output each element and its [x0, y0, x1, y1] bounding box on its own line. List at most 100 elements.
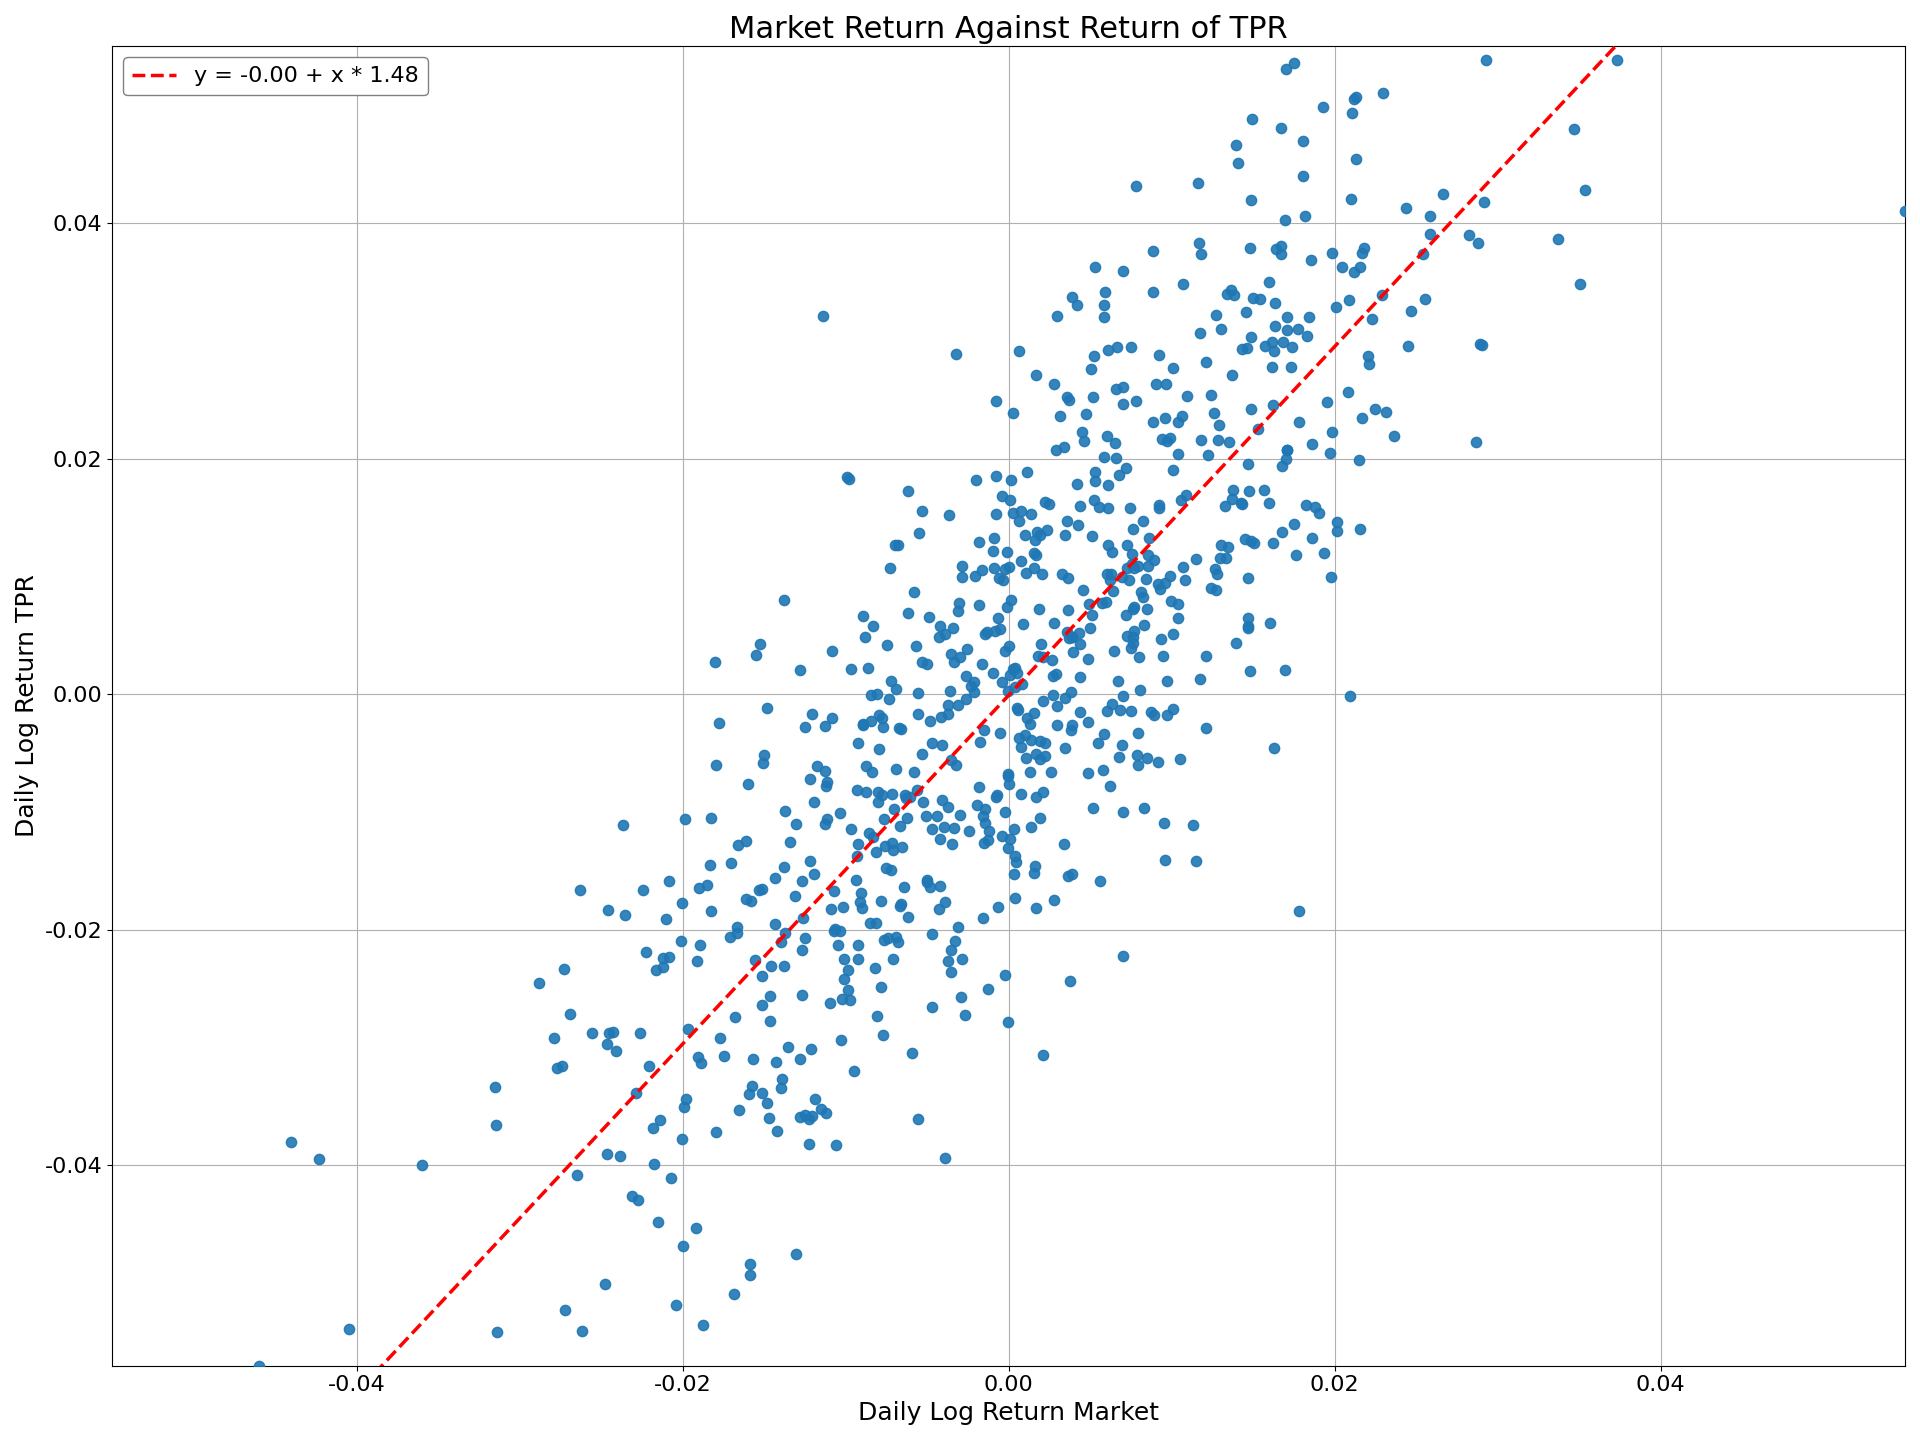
Point [816, 897, 847, 920]
Point [1043, 694, 1073, 717]
Point [755, 985, 785, 1008]
Point [1279, 513, 1309, 536]
Point [1110, 603, 1140, 626]
Point [541, 1057, 572, 1080]
Point [968, 805, 998, 828]
Point [995, 827, 1025, 850]
Point [1140, 373, 1171, 396]
Point [1181, 547, 1212, 570]
Point [1129, 796, 1160, 819]
Point [1052, 598, 1083, 621]
Point [1308, 95, 1338, 118]
Point [1029, 732, 1060, 755]
Point [1064, 665, 1094, 688]
Point [1023, 598, 1054, 621]
Point [785, 939, 816, 962]
Point [831, 465, 862, 488]
Point [1000, 675, 1031, 698]
Point [1020, 854, 1050, 877]
Point [1108, 945, 1139, 968]
Point [1127, 510, 1158, 533]
Point [899, 580, 929, 603]
Point [829, 968, 860, 991]
Point [1056, 681, 1087, 704]
Point [858, 615, 889, 638]
Point [1092, 534, 1123, 557]
Point [593, 899, 624, 922]
Point [958, 670, 989, 693]
Point [797, 1038, 828, 1061]
Point [987, 484, 1018, 507]
Point [877, 948, 908, 971]
Point [438, 1374, 468, 1397]
Point [996, 501, 1027, 524]
Point [1114, 569, 1144, 592]
Point [1004, 510, 1035, 533]
Point [1139, 549, 1169, 572]
Point [935, 642, 966, 665]
Point [964, 530, 995, 553]
Point [1052, 621, 1083, 644]
Point [1092, 338, 1123, 361]
Point [935, 680, 966, 703]
Point [1142, 573, 1173, 596]
Point [735, 1263, 766, 1286]
Point [883, 930, 914, 953]
Point [647, 956, 678, 979]
Point [645, 1109, 676, 1132]
Point [622, 1188, 653, 1211]
Point [864, 703, 895, 726]
Point [730, 887, 760, 910]
Point [995, 488, 1025, 511]
Point [925, 706, 956, 729]
Point [1354, 353, 1384, 376]
Point [1004, 727, 1035, 750]
Point [716, 851, 747, 874]
Point [1321, 520, 1352, 543]
Point [1148, 812, 1179, 835]
Point [1279, 52, 1309, 75]
Point [977, 661, 1008, 684]
Point [1219, 284, 1250, 307]
Point [1288, 164, 1319, 187]
Point [989, 639, 1020, 662]
Point [480, 1113, 511, 1136]
Point [1112, 625, 1142, 648]
Point [524, 972, 555, 995]
Point [1079, 344, 1110, 367]
Point [939, 816, 970, 840]
Point [1465, 333, 1496, 356]
Point [732, 772, 762, 795]
Point [1121, 743, 1152, 766]
Point [795, 850, 826, 873]
Point [854, 684, 885, 707]
Point [1192, 444, 1223, 467]
Point [925, 827, 956, 850]
Point [1025, 806, 1056, 829]
Point [866, 890, 897, 913]
Point [900, 634, 931, 657]
Point [927, 734, 958, 757]
Point [876, 782, 906, 805]
Point [1091, 281, 1121, 304]
Point [1037, 684, 1068, 707]
Point [695, 900, 726, 923]
Point [1039, 611, 1069, 634]
Point [1137, 700, 1167, 723]
Point [1340, 85, 1371, 108]
Point [1158, 356, 1188, 379]
Point [883, 716, 914, 739]
Point [1248, 478, 1279, 501]
Point [1271, 318, 1302, 341]
Point [1066, 420, 1096, 444]
Point [1371, 400, 1402, 423]
Point [828, 896, 858, 919]
Point [1071, 711, 1102, 734]
Point [985, 721, 1016, 744]
Point [1471, 49, 1501, 72]
Point [883, 533, 914, 556]
Point [1083, 495, 1114, 518]
Point [1131, 567, 1162, 590]
Point [954, 819, 985, 842]
Point [912, 652, 943, 675]
